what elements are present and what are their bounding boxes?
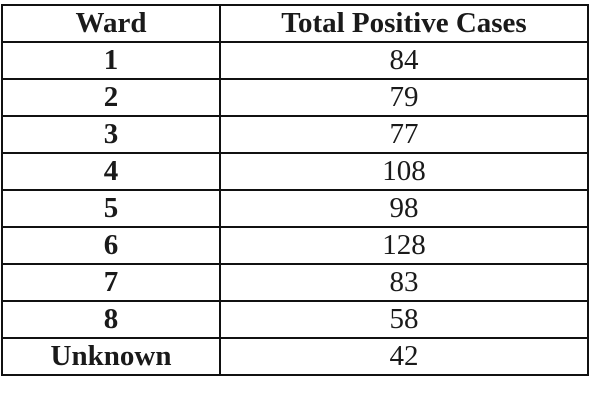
ward-cell: 4: [1, 152, 221, 191]
cases-cell: 77: [219, 115, 589, 154]
ward-cases-table-container: Ward Total Positive Cases 1 84 2 79 3 77…: [1, 4, 589, 376]
cases-cell: 128: [219, 226, 589, 265]
cases-cell: 83: [219, 263, 589, 302]
header-total-positive-cases: Total Positive Cases: [219, 4, 589, 43]
ward-cell: 5: [1, 189, 221, 228]
table-row: Unknown 42: [1, 337, 589, 376]
table-row: 4 108: [1, 152, 589, 191]
ward-cell: 7: [1, 263, 221, 302]
ward-cell: 3: [1, 115, 221, 154]
ward-cell: 6: [1, 226, 221, 265]
ward-cell: 1: [1, 41, 221, 80]
table-header-row: Ward Total Positive Cases: [1, 4, 589, 43]
table-row: 2 79: [1, 78, 589, 117]
ward-cell: 2: [1, 78, 221, 117]
table-row: 8 58: [1, 300, 589, 339]
ward-cell: Unknown: [1, 337, 221, 376]
ward-cell: 8: [1, 300, 221, 339]
table-row: 3 77: [1, 115, 589, 154]
table-row: 1 84: [1, 41, 589, 80]
table-row: 7 83: [1, 263, 589, 302]
ward-cases-table: Ward Total Positive Cases 1 84 2 79 3 77…: [1, 4, 589, 376]
table-row: 5 98: [1, 189, 589, 228]
header-ward: Ward: [1, 4, 221, 43]
cases-cell: 79: [219, 78, 589, 117]
cases-cell: 42: [219, 337, 589, 376]
cases-cell: 84: [219, 41, 589, 80]
cases-cell: 108: [219, 152, 589, 191]
table-row: 6 128: [1, 226, 589, 265]
cases-cell: 98: [219, 189, 589, 228]
cases-cell: 58: [219, 300, 589, 339]
